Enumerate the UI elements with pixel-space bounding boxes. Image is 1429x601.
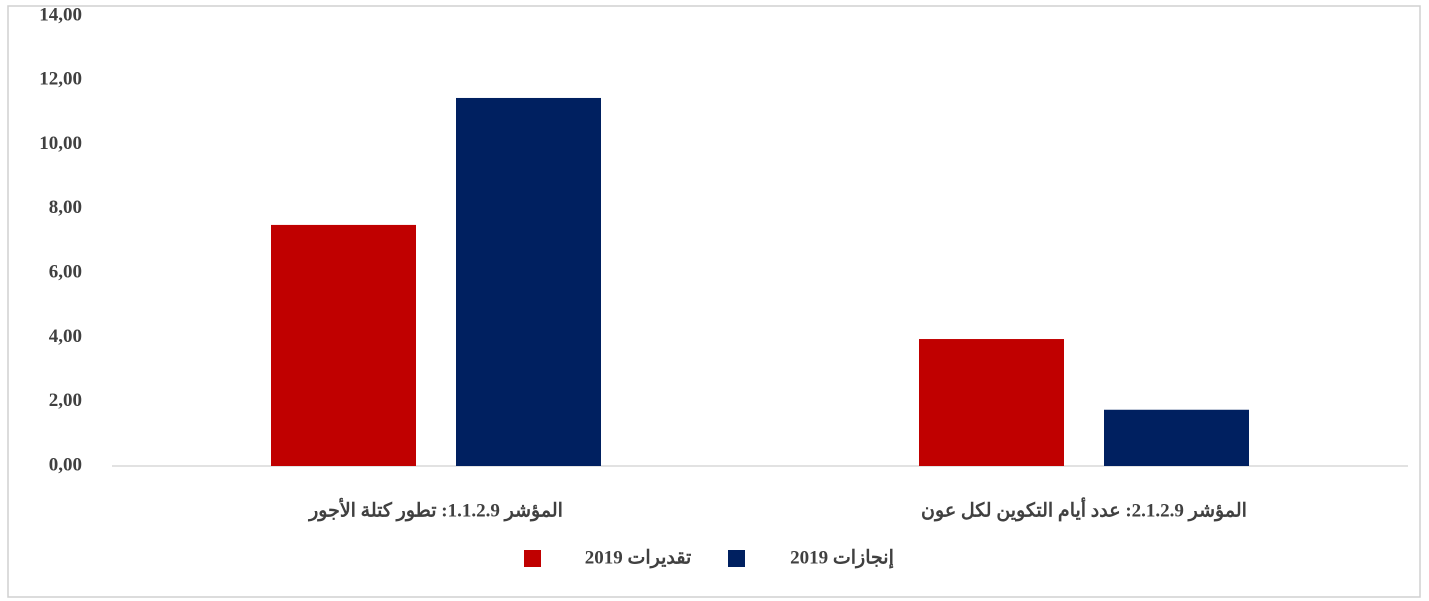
- y-tick-label: 10,00: [39, 133, 82, 154]
- y-tick-label: 8,00: [49, 197, 82, 218]
- legend-swatch: [728, 550, 745, 567]
- legend-label: تقديرات 2019: [585, 547, 692, 568]
- y-tick-label: 4,00: [49, 326, 82, 347]
- chart-border: [7, 5, 1421, 598]
- y-tick-label: 0,00: [49, 454, 82, 475]
- bar: [456, 97, 601, 466]
- x-tick-label: المؤشر 2.1.2.9: عدد أيام التكوين لكل عون: [921, 496, 1247, 521]
- x-tick-label: المؤشر 1.1.2.9: تطور كتلة الأجور: [307, 497, 563, 521]
- bar: [919, 339, 1064, 466]
- bar: [1104, 409, 1249, 466]
- y-tick-label: 2,00: [49, 390, 82, 411]
- legend-label: إنجازات 2019: [790, 547, 894, 569]
- legend-swatch: [524, 550, 541, 567]
- bar: [271, 224, 416, 466]
- y-tick-label: 12,00: [39, 69, 82, 90]
- y-tick-label: 14,00: [39, 4, 82, 25]
- y-tick-label: 6,00: [49, 262, 82, 283]
